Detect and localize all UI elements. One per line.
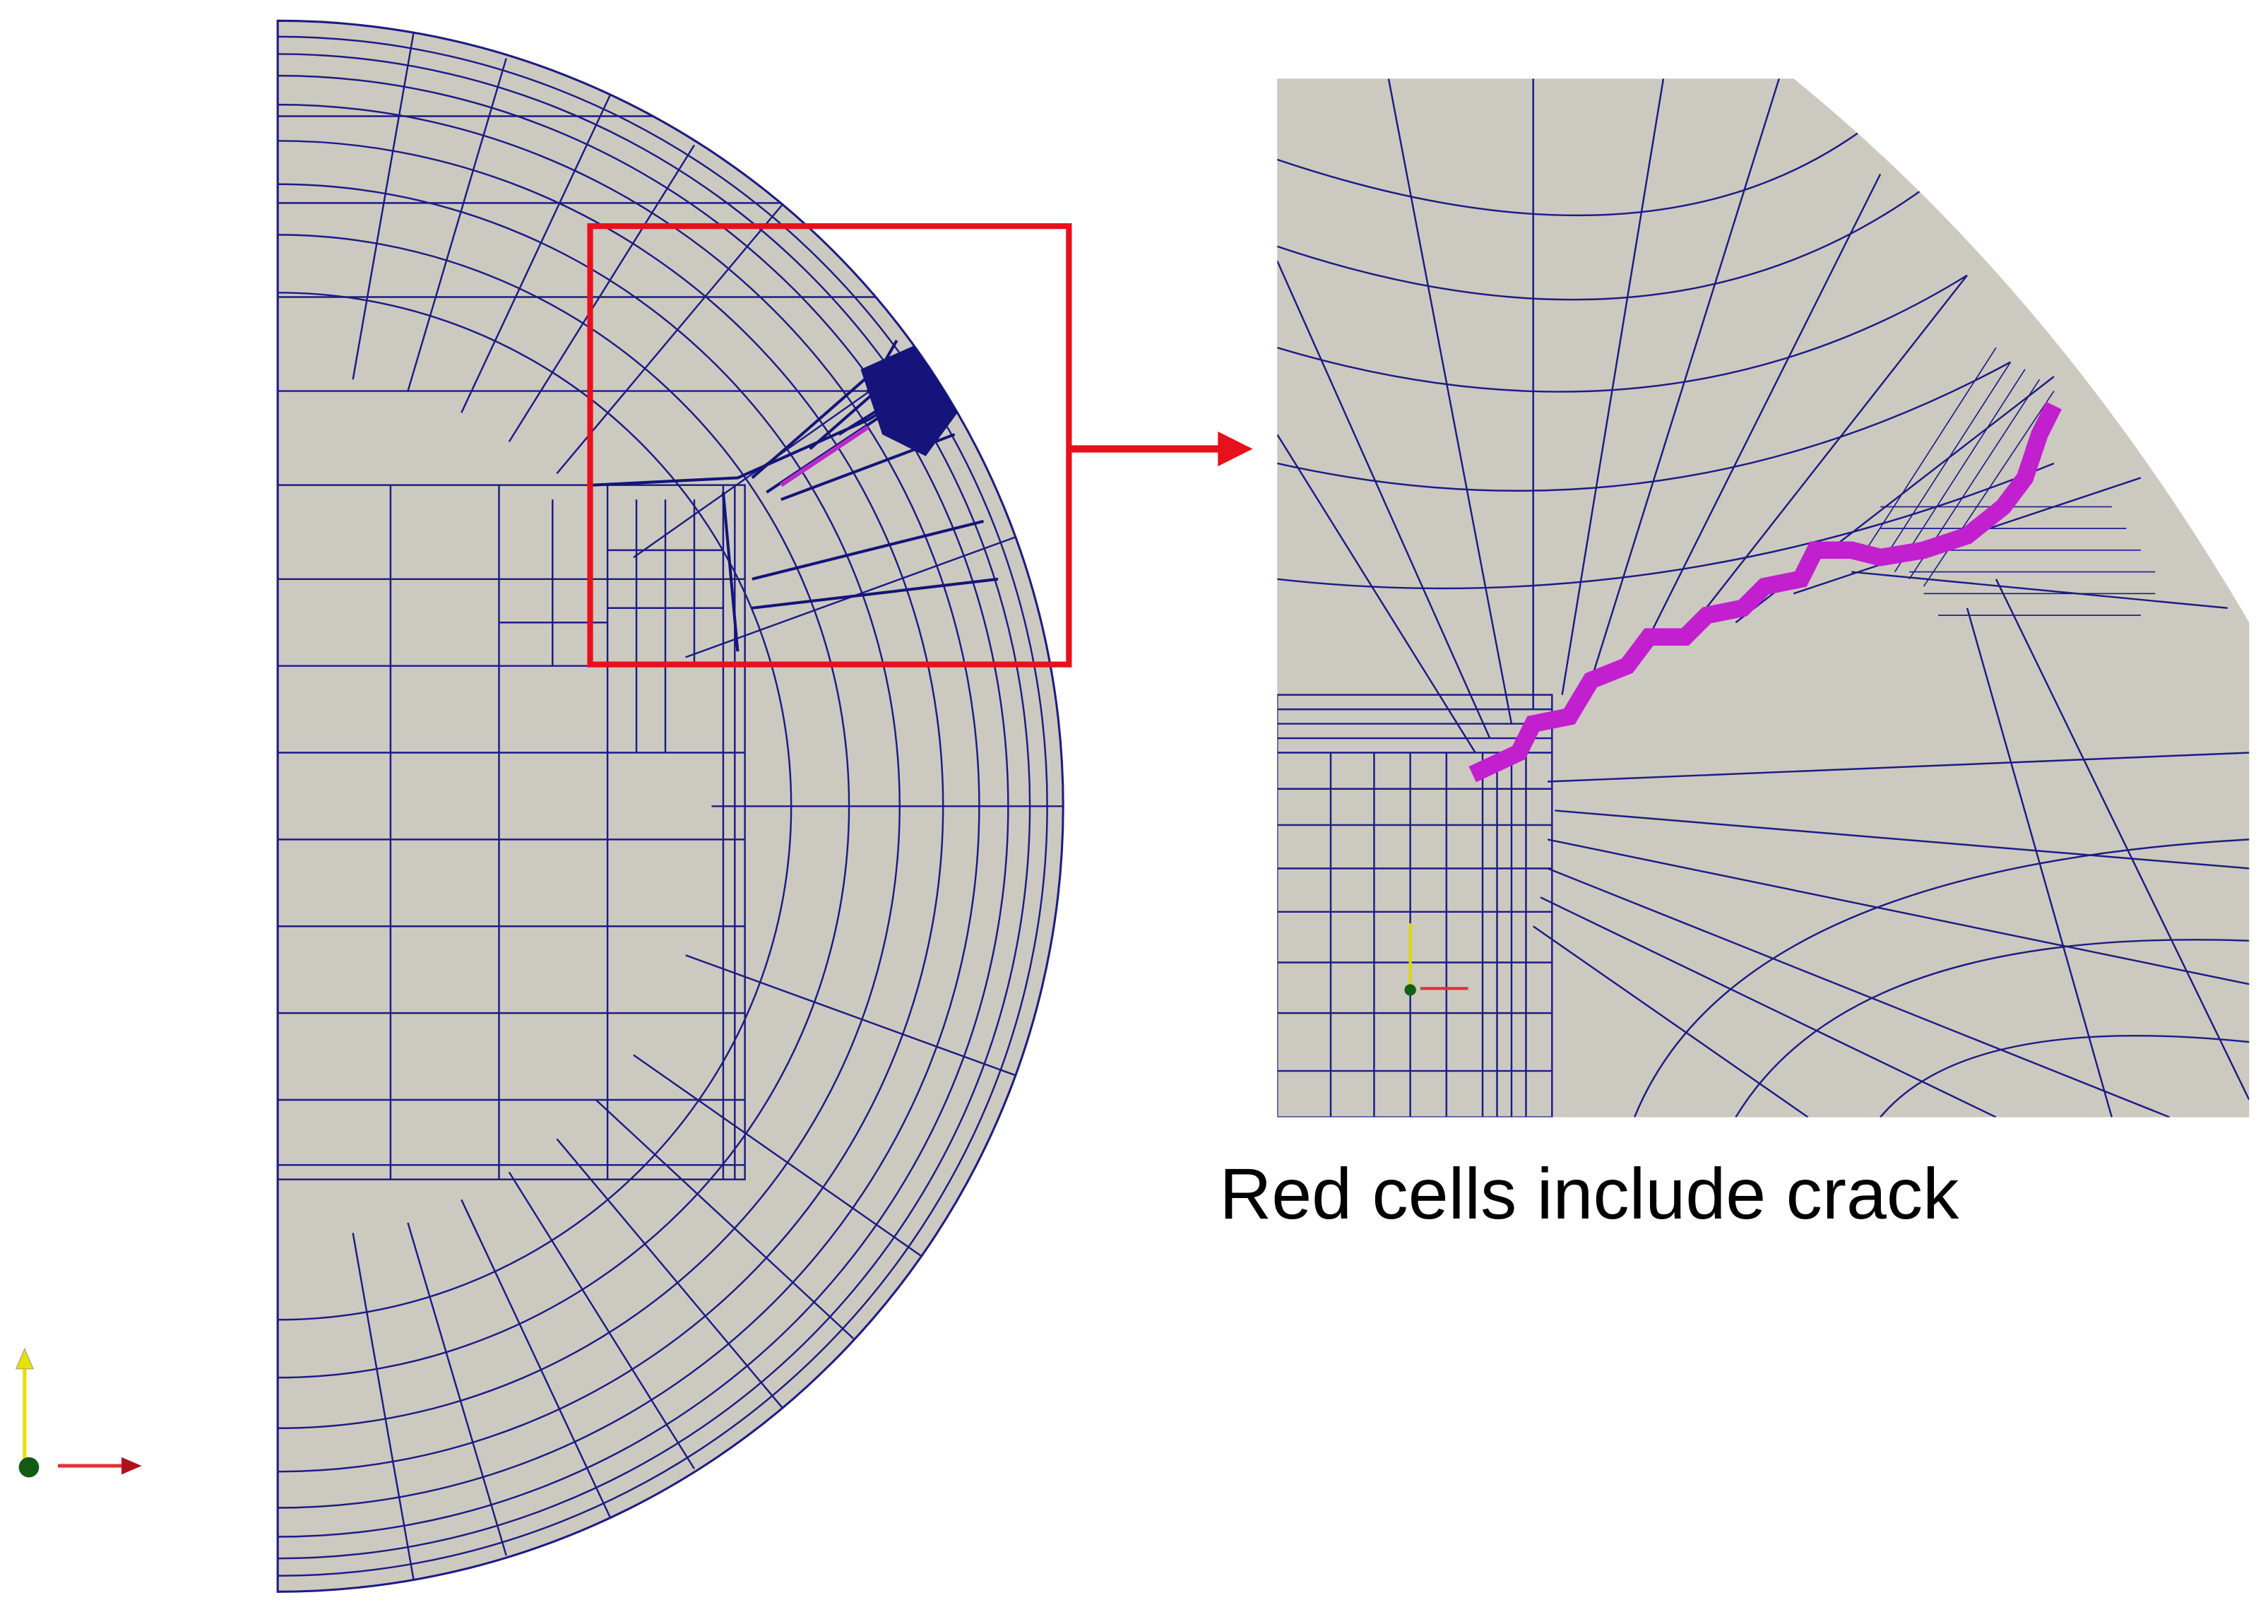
zoom-dense	[1865, 347, 2156, 616]
y-axis-head	[15, 1347, 34, 1370]
zoom-panel	[1277, 78, 2250, 1118]
x-axis-head	[121, 1457, 142, 1475]
crack-cells	[780, 425, 869, 487]
caption: Red cells include crack	[1219, 1153, 1959, 1234]
inner-grid	[278, 485, 745, 1180]
origin-glyph	[18, 1457, 40, 1478]
domain	[276, 19, 1064, 1593]
zoom-rings	[1277, 115, 2250, 1118]
origin-glyph	[1404, 984, 1416, 996]
axes-triad	[15, 1347, 142, 1478]
zoom-axes	[1404, 923, 1468, 996]
zoom-radial-lines	[1277, 78, 2250, 1118]
inner-block	[278, 484, 746, 1180]
zoom-block	[1277, 694, 1553, 1118]
arrow-head	[1218, 431, 1253, 467]
mesh-lines	[278, 32, 1064, 1581]
zoom-arrow	[1069, 431, 1253, 467]
full-mesh	[276, 19, 1072, 1593]
crack-cells	[1468, 401, 2062, 783]
